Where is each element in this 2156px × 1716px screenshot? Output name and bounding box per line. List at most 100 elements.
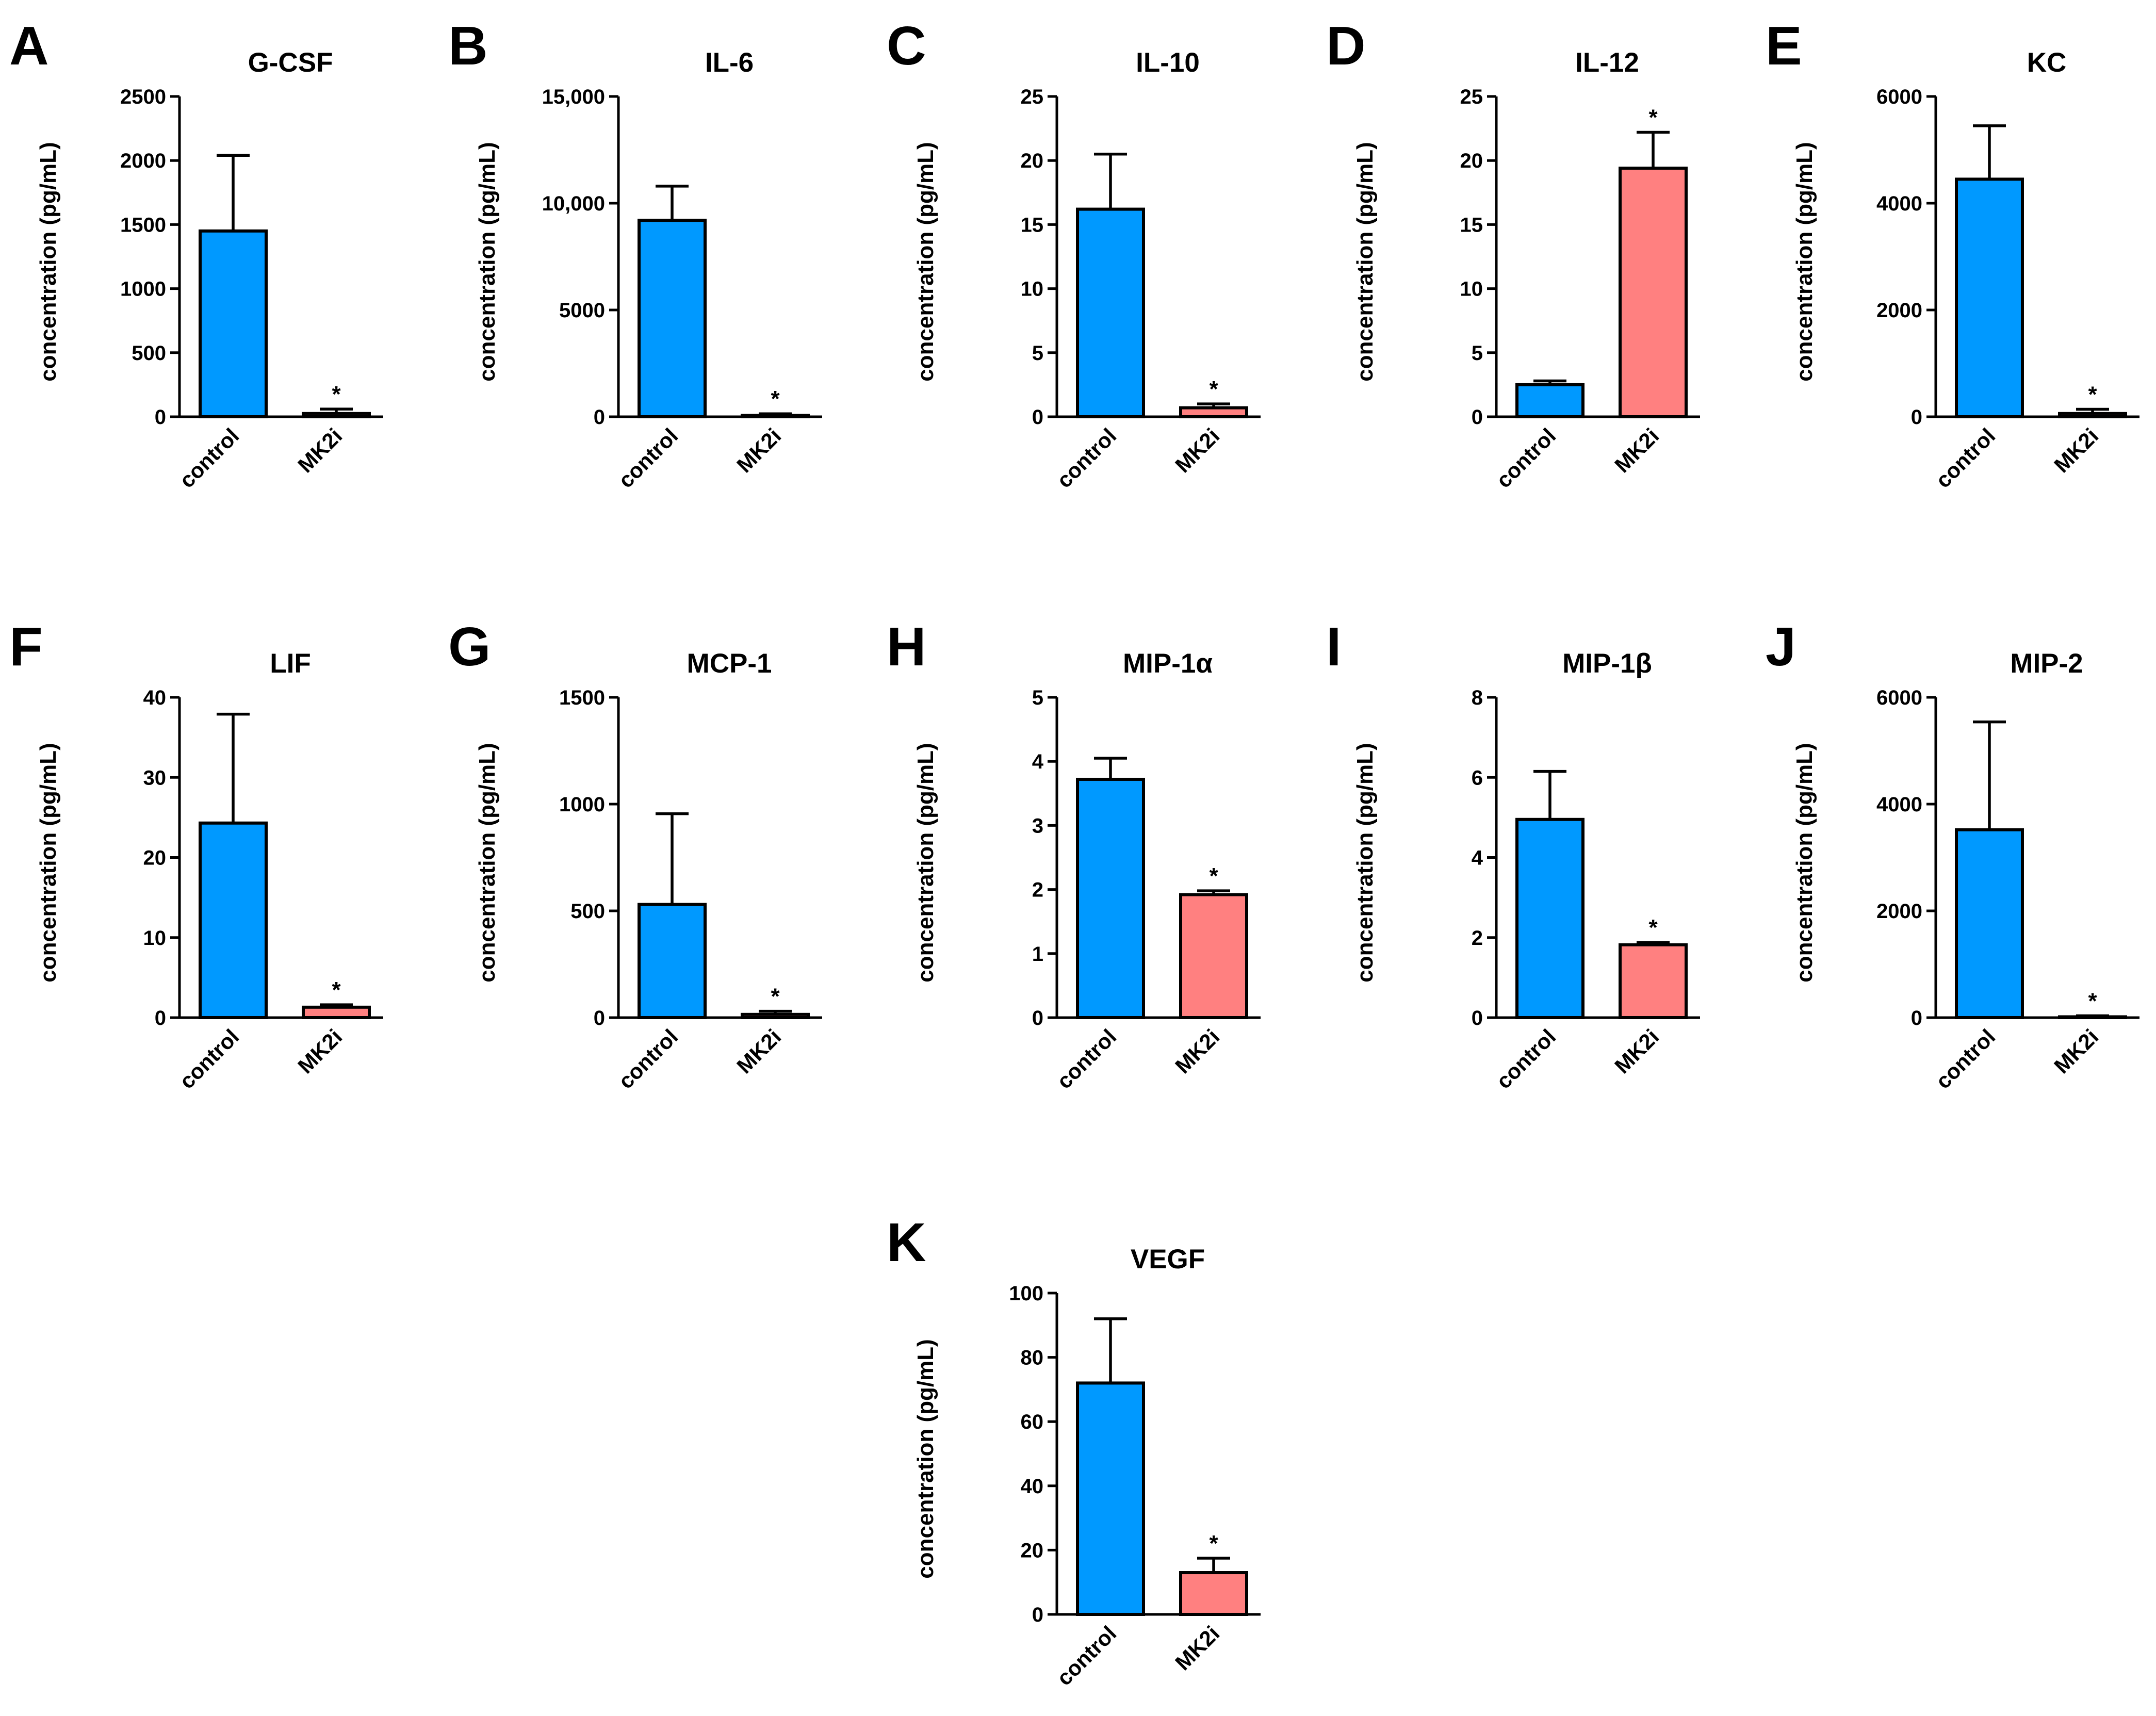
- significance-marker: *: [332, 977, 341, 1003]
- panel-title: IL-10: [1136, 47, 1200, 78]
- y-tick-label: 20: [1021, 1539, 1044, 1562]
- bar-control: [1515, 818, 1585, 1019]
- y-tick-label: 30: [143, 766, 167, 789]
- bar-mk2i: [1619, 943, 1688, 1020]
- y-axis-label: concentration (pg/mL): [913, 1339, 938, 1578]
- bar-control: [199, 229, 268, 418]
- bar-control: [638, 903, 707, 1019]
- category-label: control: [613, 1024, 682, 1093]
- category-label: control: [613, 423, 682, 493]
- panel-e: E KC control * MK2i 0 2000 4000 6000 concentratio…: [1766, 15, 2139, 493]
- y-tick-label: 4000: [1876, 192, 1922, 215]
- y-axis-label: concentration (pg/mL): [36, 743, 61, 982]
- panel-b: B IL-6 control * MK2i 0 5000 10,000 15,000 concen…: [448, 15, 822, 493]
- y-tick-label: 20: [143, 847, 167, 870]
- y-tick-label: 0: [155, 406, 166, 429]
- bar-mk2i: [1179, 893, 1248, 1020]
- panel-letter: J: [1766, 616, 1796, 677]
- y-tick-label: 8: [1472, 687, 1483, 709]
- panel-d: D IL-12 control * MK2i 0 5 10 15 20 25 concentratio…: [1326, 15, 1700, 493]
- significance-marker: *: [1648, 105, 1658, 130]
- category-label: MK2i: [2049, 1024, 2103, 1078]
- bar-control: [1076, 777, 1145, 1019]
- y-tick-label: 100: [1009, 1282, 1043, 1305]
- y-tick-label: 2: [1032, 879, 1043, 902]
- y-axis-label: concentration (pg/mL): [1352, 142, 1378, 381]
- category-label: MK2i: [1610, 1024, 1663, 1078]
- bar-control: [199, 821, 268, 1020]
- bar-control: [1076, 1381, 1145, 1616]
- y-tick-label: 2: [1472, 927, 1483, 950]
- y-tick-label: 15,000: [542, 86, 605, 108]
- y-tick-label: 6000: [1876, 86, 1922, 108]
- y-tick-label: 6: [1472, 766, 1483, 789]
- category-label: control: [1491, 423, 1560, 493]
- panel-letter: K: [887, 1212, 926, 1273]
- bar-control: [1515, 383, 1585, 419]
- panel-letter: B: [448, 15, 488, 76]
- y-tick-label: 40: [1021, 1475, 1044, 1498]
- panel-title: MIP-1α: [1123, 648, 1213, 679]
- panel-g: G MCP-1 control * MK2i 0 500 1000 1500 concentrat…: [448, 616, 822, 1093]
- panel-f: F LIF control * MK2i 0 10 20 30 40 concentration (…: [9, 616, 383, 1093]
- category-label: MK2i: [293, 423, 347, 477]
- y-tick-label: 2000: [120, 150, 166, 172]
- significance-marker: *: [1209, 863, 1218, 889]
- bar-control: [638, 219, 707, 418]
- bar-control: [1955, 828, 2024, 1020]
- y-tick-label: 0: [1032, 406, 1043, 429]
- y-tick-label: 0: [1911, 406, 1922, 429]
- category-label: control: [174, 1024, 243, 1093]
- significance-marker: *: [2088, 988, 2097, 1014]
- y-tick-label: 25: [1460, 86, 1483, 108]
- panel-title: LIF: [270, 648, 311, 679]
- y-tick-label: 500: [570, 900, 605, 923]
- bar-mk2i: [1179, 1571, 1248, 1616]
- y-tick-label: 2000: [1876, 900, 1922, 923]
- y-tick-label: 4: [1032, 750, 1044, 773]
- category-label: MK2i: [1170, 1621, 1224, 1675]
- category-label: MK2i: [1610, 423, 1663, 477]
- y-tick-label: 0: [1032, 1007, 1043, 1029]
- y-tick-label: 0: [1032, 1604, 1043, 1626]
- y-axis-label: concentration (pg/mL): [913, 142, 938, 381]
- panel-k: K VEGF control * MK2i 0 20 40 60 80 100 concentrati…: [887, 1212, 1261, 1690]
- y-tick-label: 6000: [1876, 687, 1922, 709]
- y-tick-label: 0: [1472, 1007, 1483, 1029]
- y-tick-label: 40: [143, 687, 167, 709]
- panel-a: A G-CSF control * MK2i 0 500 1000 1500 2000 2500 co…: [9, 15, 383, 493]
- y-tick-label: 10: [1460, 278, 1483, 301]
- y-tick-label: 25: [1021, 86, 1044, 108]
- y-axis-label: concentration (pg/mL): [913, 743, 938, 982]
- bar-mk2i: [302, 1005, 371, 1020]
- y-tick-label: 1500: [559, 687, 605, 709]
- y-axis-label: concentration (pg/mL): [475, 142, 500, 381]
- bar-control: [1955, 177, 2024, 418]
- category-label: control: [1931, 423, 2000, 493]
- y-tick-label: 1500: [120, 214, 166, 236]
- y-tick-label: 0: [594, 406, 605, 429]
- category-label: MK2i: [1170, 423, 1224, 477]
- panel-letter: A: [9, 15, 49, 76]
- y-tick-label: 10,000: [542, 192, 605, 215]
- panel-letter: D: [1326, 15, 1366, 76]
- y-tick-label: 20: [1021, 150, 1044, 172]
- bar-mk2i: [1619, 167, 1688, 418]
- y-axis-label: concentration (pg/mL): [1792, 142, 1817, 381]
- panel-title: VEGF: [1131, 1244, 1205, 1274]
- significance-marker: *: [2088, 382, 2097, 407]
- y-tick-label: 0: [1911, 1007, 1922, 1029]
- y-tick-label: 1000: [120, 278, 166, 301]
- y-tick-label: 10: [143, 927, 167, 950]
- category-label: control: [174, 423, 243, 493]
- y-tick-label: 80: [1021, 1347, 1044, 1369]
- category-label: MK2i: [2049, 423, 2103, 477]
- category-label: MK2i: [732, 1024, 786, 1078]
- y-axis-label: concentration (pg/mL): [1792, 743, 1817, 982]
- panel-letter: F: [9, 616, 43, 677]
- y-tick-label: 500: [132, 342, 166, 365]
- significance-marker: *: [1648, 915, 1658, 940]
- panel-j: J MIP-2 control * MK2i 0 2000 4000 6000 concentra…: [1766, 616, 2139, 1093]
